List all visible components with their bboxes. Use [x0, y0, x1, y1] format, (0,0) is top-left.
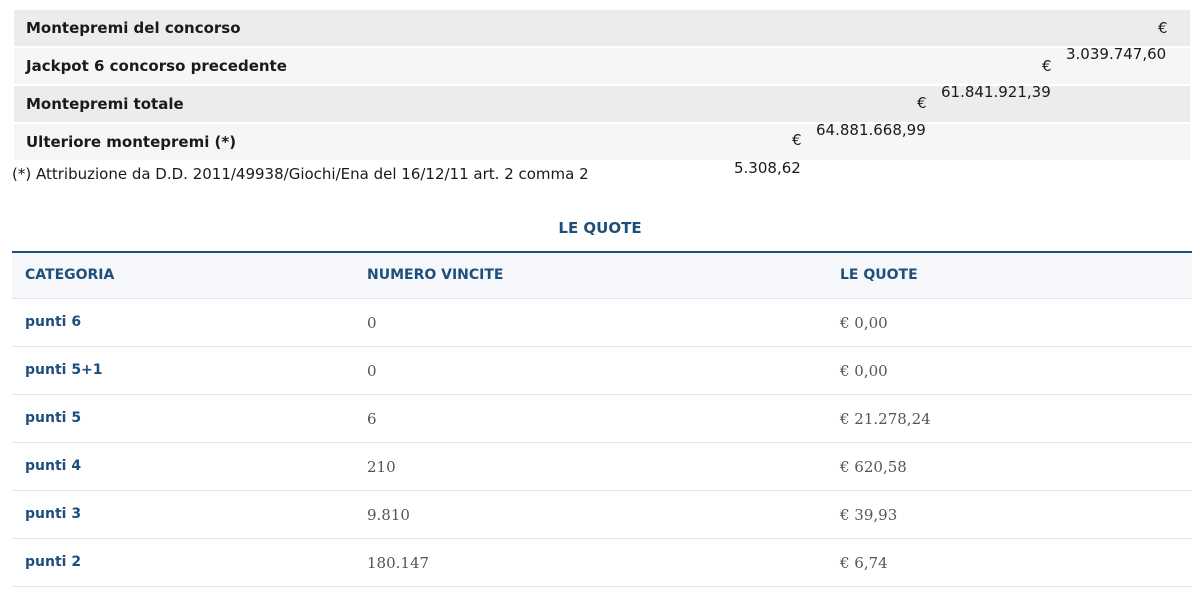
- numero-vincite: 180.147: [367, 554, 430, 572]
- numero-vincite: 9.810: [367, 506, 410, 524]
- header-le-quote: LE QUOTE: [840, 267, 918, 283]
- montepremi-row: Jackpot 6 concorso precedente: [14, 48, 1190, 84]
- quota: € 39,93: [840, 506, 898, 524]
- numero-vincite: 210: [367, 458, 396, 476]
- montepremi-row: Montepremi totale: [14, 86, 1190, 122]
- currency-symbol: €: [1042, 57, 1052, 75]
- table-row: punti 2 180.147 € 6,74: [12, 539, 1192, 587]
- amount: 5.308,62: [734, 159, 801, 177]
- numero-vincite: 0: [367, 362, 377, 380]
- row-label: Jackpot 6 concorso precedente: [26, 57, 287, 75]
- quota: € 620,58: [840, 458, 907, 476]
- categoria: punti 3: [25, 506, 82, 522]
- row-label: Montepremi totale: [26, 95, 184, 113]
- table-row: punti 4 210 € 620,58: [12, 443, 1192, 491]
- header-numero-vincite: NUMERO VINCITE: [367, 267, 504, 283]
- currency-symbol: €: [917, 94, 927, 112]
- quota: € 0,00: [840, 362, 888, 380]
- row-label: Montepremi del concorso: [26, 19, 241, 37]
- quote-table: CATEGORIA NUMERO VINCITE LE QUOTE punti …: [12, 251, 1192, 587]
- quota: € 21.278,24: [840, 410, 931, 428]
- currency-symbol: €: [792, 131, 802, 149]
- quote-title: LE QUOTE: [558, 219, 642, 237]
- table-row: punti 5 6 € 21.278,24: [12, 395, 1192, 443]
- numero-vincite: 0: [367, 314, 377, 332]
- currency-symbol: €: [1158, 19, 1168, 37]
- categoria: punti 4: [25, 458, 82, 474]
- header-categoria: CATEGORIA: [25, 267, 115, 283]
- categoria: punti 5: [25, 410, 82, 426]
- table-header: CATEGORIA NUMERO VINCITE LE QUOTE: [12, 253, 1192, 299]
- row-label: Ulteriore montepremi (*): [26, 133, 237, 151]
- footnote: (*) Attribuzione da D.D. 2011/49938/Gioc…: [12, 165, 589, 183]
- amount: 61.841.921,39: [941, 83, 1051, 101]
- numero-vincite: 6: [367, 410, 377, 428]
- quota: € 0,00: [840, 314, 888, 332]
- montepremi-row: Ulteriore montepremi (*): [14, 124, 1190, 160]
- table-row: punti 6 0 € 0,00: [12, 299, 1192, 347]
- montepremi-row: Montepremi del concorso: [14, 10, 1190, 46]
- categoria: punti 6: [25, 314, 82, 330]
- categoria: punti 5+1: [25, 362, 103, 378]
- categoria: punti 2: [25, 554, 82, 570]
- amount: 3.039.747,60: [1066, 45, 1167, 63]
- table-row: punti 3 9.810 € 39,93: [12, 491, 1192, 539]
- amount: 64.881.668,99: [816, 121, 926, 139]
- quota: € 6,74: [840, 554, 888, 572]
- table-row: punti 5+1 0 € 0,00: [12, 347, 1192, 395]
